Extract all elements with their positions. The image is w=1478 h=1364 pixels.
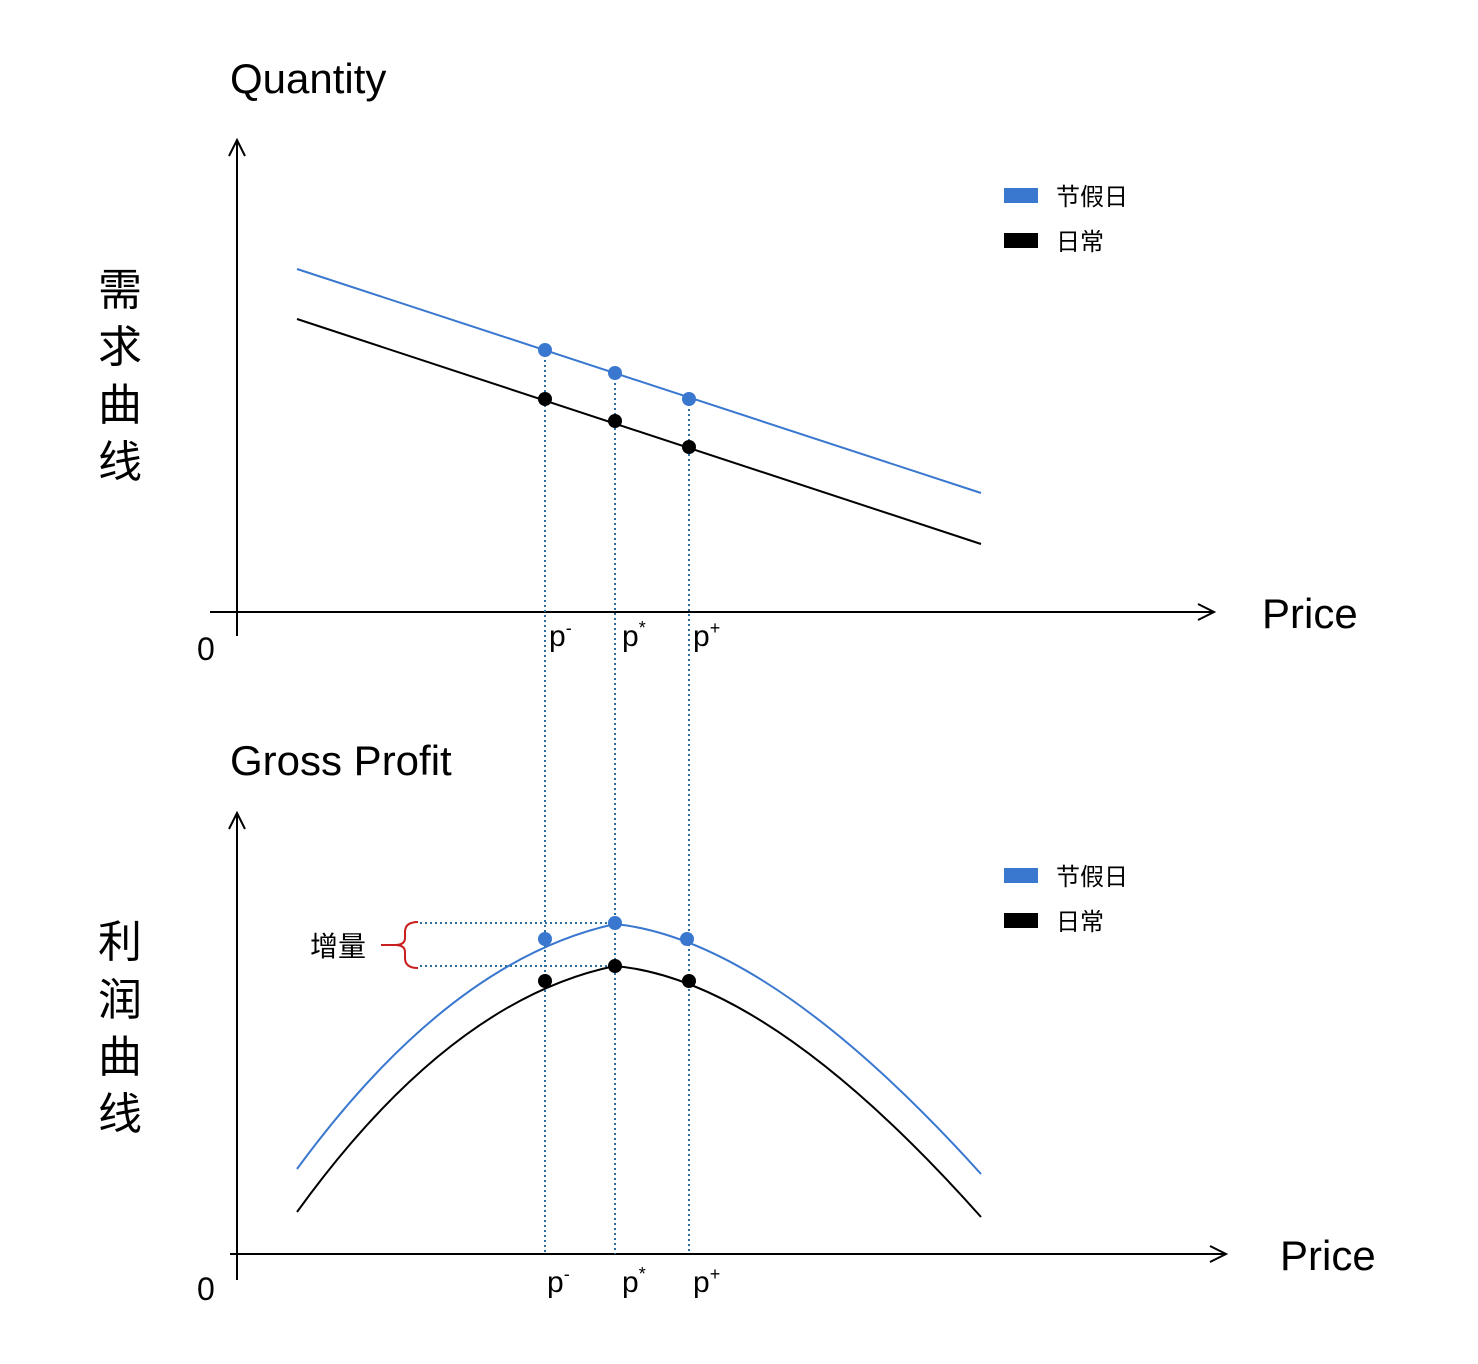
profit-normal-point [538,974,552,988]
profit-normal-curve [296,964,982,1218]
legend-swatch-holiday [1004,868,1038,883]
profit-holiday-curve [296,922,982,1175]
demand-normal-point [538,392,552,406]
demand-holiday-line [296,268,982,494]
demand-x-title: Price [1262,590,1358,637]
demand-panel: Quantity 需 求 曲 线 0 Price 节假日 日常 p- p* p+ [98,55,1358,667]
profit-vlabel-char: 曲 [98,1033,142,1082]
profit-panel: Gross Profit 利 润 曲 线 0 Price 节假日 日常 增量 p… [98,737,1376,1307]
demand-normal-point [682,440,696,454]
profit-vlabel-char: 利 [98,918,142,967]
demand-vlabel-char: 求 [98,323,142,372]
profit-normal-point [608,959,622,973]
tick-label-p-star: p* [622,618,646,653]
demand-vlabel-char: 线 [98,438,142,487]
profit-holiday-point [680,932,694,946]
increment-label: 增量 [310,931,366,962]
demand-normal-point [608,414,622,428]
demand-holiday-point [608,366,622,380]
legend-swatch-normal [1004,913,1038,928]
price-guides [544,350,690,1254]
profit-holiday-point [538,932,552,946]
profit-tick-labels: p- p* p+ [547,1264,720,1299]
demand-tick-labels: p- p* p+ [549,618,720,653]
demand-holiday-point [682,392,696,406]
legend-label-normal: 日常 [1056,229,1104,256]
legend-swatch-holiday [1004,188,1038,203]
demand-holiday-point [538,343,552,357]
increment-brace [394,921,419,969]
demand-vlabel-char: 曲 [98,381,142,430]
legend-swatch-normal [1004,233,1038,248]
tick-label-p-minus: p- [549,618,572,653]
profit-normal-point [682,974,696,988]
demand-legend: 节假日 日常 [1004,184,1128,256]
demand-vertical-label: 需 求 曲 线 [98,266,142,487]
legend-label-holiday: 节假日 [1056,184,1128,211]
profit-x-title: Price [1280,1232,1376,1279]
profit-legend: 节假日 日常 [1004,864,1128,936]
profit-vertical-label: 利 润 曲 线 [98,918,142,1139]
demand-y-title: Quantity [230,55,386,102]
tick-label-p-minus: p- [547,1264,570,1299]
tick-label-p-star: p* [622,1264,646,1299]
demand-origin-label: 0 [197,631,215,667]
legend-label-holiday: 节假日 [1056,864,1128,891]
profit-holiday-point [608,916,622,930]
demand-vlabel-char: 需 [98,266,142,315]
demand-markers [538,343,696,454]
tick-label-p-plus: p+ [693,618,720,653]
demand-normal-line [296,318,982,545]
profit-y-title: Gross Profit [230,737,452,784]
legend-label-normal: 日常 [1056,909,1104,936]
profit-markers [538,916,696,988]
profit-vlabel-char: 润 [98,976,142,1025]
tick-label-p-plus: p+ [693,1264,720,1299]
profit-origin-label: 0 [197,1271,215,1307]
profit-vlabel-char: 线 [98,1090,142,1139]
